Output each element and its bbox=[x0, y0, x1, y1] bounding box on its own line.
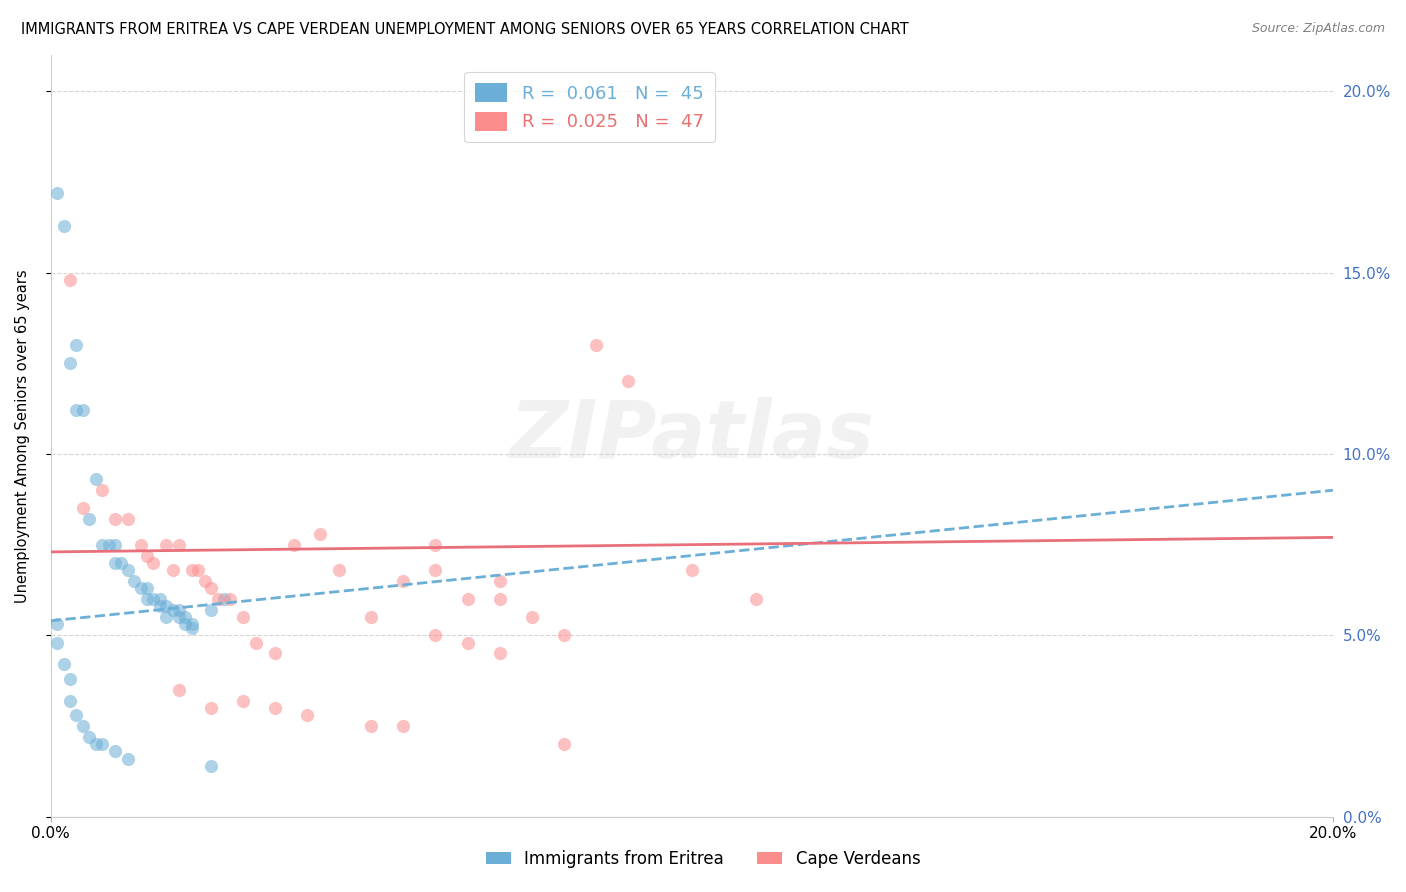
Point bbox=[79, 730, 101, 744]
Point bbox=[207, 592, 229, 607]
Point bbox=[488, 647, 510, 661]
Point bbox=[245, 635, 267, 649]
Point bbox=[46, 635, 69, 649]
Point bbox=[425, 563, 447, 577]
Point bbox=[65, 403, 87, 417]
Point bbox=[297, 708, 319, 723]
Point bbox=[104, 512, 127, 526]
Point bbox=[616, 375, 638, 389]
Point bbox=[328, 563, 350, 577]
Point bbox=[232, 693, 254, 707]
Point bbox=[136, 581, 159, 595]
Text: IMMIGRANTS FROM ERITREA VS CAPE VERDEAN UNEMPLOYMENT AMONG SENIORS OVER 65 YEARS: IMMIGRANTS FROM ERITREA VS CAPE VERDEAN … bbox=[21, 22, 908, 37]
Point bbox=[52, 219, 75, 233]
Point bbox=[309, 526, 332, 541]
Point bbox=[59, 356, 82, 370]
Point bbox=[553, 737, 575, 751]
Point bbox=[104, 744, 127, 758]
Point bbox=[264, 701, 287, 715]
Point bbox=[104, 538, 127, 552]
Point bbox=[360, 610, 382, 624]
Text: Source: ZipAtlas.com: Source: ZipAtlas.com bbox=[1251, 22, 1385, 36]
Point bbox=[142, 556, 165, 570]
Point bbox=[200, 701, 222, 715]
Point bbox=[46, 617, 69, 632]
Point bbox=[46, 186, 69, 200]
Point bbox=[219, 592, 242, 607]
Point bbox=[212, 592, 235, 607]
Point bbox=[72, 501, 94, 516]
Point bbox=[52, 657, 75, 672]
Point bbox=[84, 737, 107, 751]
Point bbox=[425, 538, 447, 552]
Point bbox=[180, 621, 202, 635]
Text: ZIPatlas: ZIPatlas bbox=[509, 397, 875, 475]
Point bbox=[392, 719, 415, 733]
Point bbox=[84, 472, 107, 486]
Y-axis label: Unemployment Among Seniors over 65 years: Unemployment Among Seniors over 65 years bbox=[15, 269, 30, 603]
Point bbox=[129, 538, 152, 552]
Point bbox=[59, 672, 82, 686]
Point bbox=[187, 563, 209, 577]
Point bbox=[117, 751, 139, 765]
Point bbox=[745, 592, 768, 607]
Legend: R =  0.061   N =  45, R =  0.025   N =  47: R = 0.061 N = 45, R = 0.025 N = 47 bbox=[464, 71, 714, 142]
Point bbox=[264, 647, 287, 661]
Legend: Immigrants from Eritrea, Cape Verdeans: Immigrants from Eritrea, Cape Verdeans bbox=[479, 844, 927, 875]
Point bbox=[392, 574, 415, 588]
Point bbox=[488, 592, 510, 607]
Point bbox=[122, 574, 145, 588]
Point bbox=[104, 556, 127, 570]
Point bbox=[97, 538, 120, 552]
Point bbox=[91, 737, 114, 751]
Point bbox=[129, 581, 152, 595]
Point bbox=[488, 574, 510, 588]
Point bbox=[79, 512, 101, 526]
Point bbox=[59, 273, 82, 287]
Point bbox=[136, 592, 159, 607]
Point bbox=[167, 603, 190, 617]
Point bbox=[360, 719, 382, 733]
Point bbox=[200, 603, 222, 617]
Point bbox=[136, 549, 159, 563]
Point bbox=[283, 538, 305, 552]
Point bbox=[520, 610, 543, 624]
Point bbox=[457, 592, 479, 607]
Point bbox=[142, 592, 165, 607]
Point bbox=[167, 538, 190, 552]
Point bbox=[117, 563, 139, 577]
Point bbox=[162, 603, 184, 617]
Point bbox=[91, 483, 114, 498]
Point bbox=[167, 682, 190, 697]
Point bbox=[162, 563, 184, 577]
Point bbox=[117, 512, 139, 526]
Point bbox=[174, 610, 197, 624]
Point bbox=[232, 610, 254, 624]
Point bbox=[91, 538, 114, 552]
Point bbox=[553, 628, 575, 642]
Point bbox=[65, 338, 87, 352]
Point bbox=[110, 556, 132, 570]
Point bbox=[457, 635, 479, 649]
Point bbox=[180, 563, 202, 577]
Point bbox=[149, 592, 172, 607]
Point bbox=[681, 563, 703, 577]
Point bbox=[425, 628, 447, 642]
Point bbox=[200, 581, 222, 595]
Point bbox=[194, 574, 217, 588]
Point bbox=[200, 759, 222, 773]
Point bbox=[72, 403, 94, 417]
Point bbox=[155, 538, 177, 552]
Point bbox=[155, 610, 177, 624]
Point bbox=[180, 617, 202, 632]
Point bbox=[585, 338, 607, 352]
Point bbox=[65, 708, 87, 723]
Point bbox=[155, 599, 177, 614]
Point bbox=[59, 693, 82, 707]
Point bbox=[167, 610, 190, 624]
Point bbox=[149, 599, 172, 614]
Point bbox=[72, 719, 94, 733]
Point bbox=[174, 617, 197, 632]
